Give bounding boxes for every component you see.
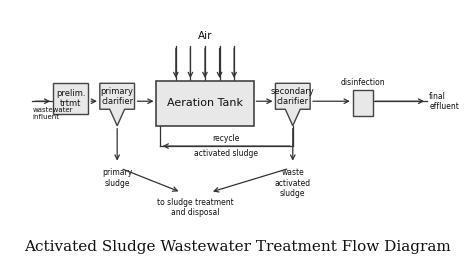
Text: primary
sludge: primary sludge: [102, 168, 132, 188]
Text: Activated Sludge Wastewater Treatment Flow Diagram: Activated Sludge Wastewater Treatment Fl…: [24, 240, 450, 254]
Text: recycle: recycle: [212, 134, 240, 143]
Text: disinfection: disinfection: [340, 78, 385, 87]
Text: Air: Air: [198, 31, 212, 41]
Bar: [53, 83, 88, 114]
Text: wastewater
influent: wastewater influent: [32, 107, 73, 120]
Polygon shape: [100, 83, 135, 126]
Text: prelim.
trtmt: prelim. trtmt: [56, 89, 85, 108]
Text: primary
clarifier: primary clarifier: [100, 87, 134, 106]
Text: to sludge treatment
and disposal: to sludge treatment and disposal: [157, 198, 234, 217]
Text: Aeration Tank: Aeration Tank: [167, 98, 243, 108]
Text: secondary
clarifier: secondary clarifier: [271, 87, 315, 106]
Bar: [353, 90, 373, 116]
Text: final
effluent: final effluent: [429, 92, 459, 111]
Polygon shape: [275, 83, 310, 126]
Bar: [156, 81, 254, 126]
Text: waste
activated
sludge: waste activated sludge: [275, 168, 311, 198]
Text: activated sludge: activated sludge: [194, 149, 258, 158]
